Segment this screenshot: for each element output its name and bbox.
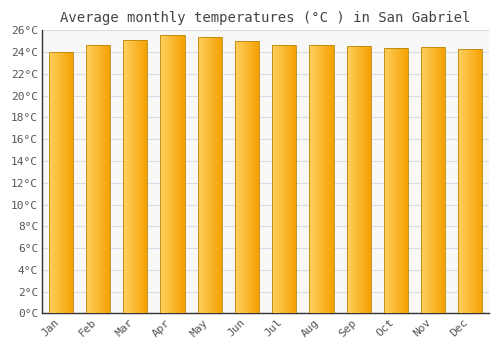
Bar: [86, 44, 110, 313]
Bar: [235, 41, 259, 313]
Bar: [160, 35, 184, 313]
Bar: [458, 49, 482, 313]
Bar: [421, 47, 445, 313]
Bar: [346, 46, 370, 313]
Bar: [123, 40, 148, 313]
Bar: [49, 52, 73, 313]
Bar: [384, 48, 408, 313]
Bar: [272, 44, 296, 313]
Bar: [198, 37, 222, 313]
Title: Average monthly temperatures (°C ) in San Gabriel: Average monthly temperatures (°C ) in Sa…: [60, 11, 471, 25]
Bar: [310, 44, 334, 313]
